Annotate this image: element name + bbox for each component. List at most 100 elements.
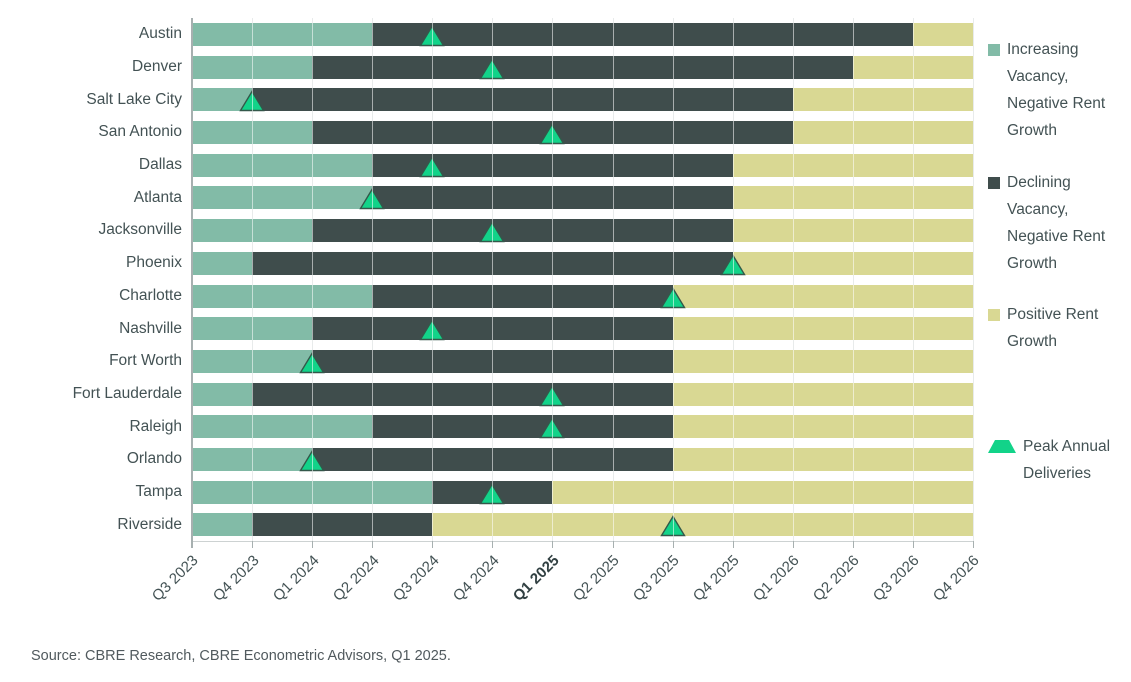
gridline-overlay: [732, 18, 734, 541]
segment-positive-rent-growth: [732, 219, 973, 243]
x-tick-mark: [612, 541, 614, 548]
plot-area: [192, 18, 974, 541]
segment-increasing-vacancy: [192, 153, 373, 177]
x-tick-mark: [492, 541, 494, 548]
timeline-row: [192, 181, 973, 214]
timeline-row: [192, 51, 973, 84]
timeline-row: [192, 508, 973, 541]
gridline-overlay: [912, 18, 914, 541]
row-label: Riverside: [117, 515, 182, 533]
timeline-row: [192, 378, 973, 411]
gridline-overlay: [372, 18, 374, 541]
x-tick-mark: [852, 541, 854, 548]
x-tick-mark: [672, 541, 674, 548]
x-tick-mark: [792, 541, 794, 548]
timeline-row: [192, 149, 973, 182]
segment-increasing-vacancy: [192, 186, 373, 210]
segment-positive-rent-growth: [672, 382, 973, 406]
row-label: Fort Worth: [109, 352, 182, 370]
x-tick-mark: [912, 541, 914, 548]
x-tick-mark: [252, 541, 254, 548]
x-tick-mark: [552, 541, 554, 548]
segment-declining-vacancy: [312, 317, 673, 341]
row-label: Orlando: [126, 450, 182, 468]
x-tick-mark: [192, 541, 193, 548]
legend-item-increasing-vacancy: Increasing Vacancy, Negative Rent Growth: [988, 36, 1119, 144]
segment-increasing-vacancy: [192, 284, 373, 308]
row-label: Jacksonville: [98, 221, 182, 239]
gridline-overlay: [792, 18, 794, 541]
timeline-row: [192, 18, 973, 51]
segment-positive-rent-growth: [672, 284, 973, 308]
gridline-overlay: [432, 18, 434, 541]
timeline-row: [192, 214, 973, 247]
timeline-row: [192, 116, 973, 149]
row-label: Fort Lauderdale: [72, 384, 182, 402]
row-label: Tampa: [135, 482, 182, 500]
x-axis-line: [192, 541, 974, 542]
declining-vacancy-swatch-icon: [988, 177, 1000, 189]
segment-positive-rent-growth: [732, 186, 973, 210]
row-label: San Antonio: [98, 123, 182, 141]
legend-label: Peak Annual Deliveries: [1023, 438, 1111, 482]
timeline-row: [192, 443, 973, 476]
segment-positive-rent-growth: [732, 153, 973, 177]
segment-declining-vacancy: [372, 153, 733, 177]
x-tick-mark: [732, 541, 734, 548]
legend-item-positive-rent-growth: Positive Rent Growth: [988, 301, 1119, 355]
legend-label: Declining Vacancy, Negative Rent Growth: [1007, 174, 1106, 272]
row-label: Phoenix: [125, 254, 182, 272]
row-label: Salt Lake City: [86, 90, 182, 108]
gridline-overlay: [852, 18, 854, 541]
segment-declining-vacancy: [372, 23, 913, 46]
segment-declining-vacancy: [252, 513, 433, 537]
gridline-overlay: [612, 18, 614, 541]
row-label: Nashville: [119, 319, 182, 337]
row-label: Denver: [132, 58, 182, 76]
timeline-row: [192, 476, 973, 509]
segment-positive-rent-growth: [552, 480, 973, 504]
segment-positive-rent-growth: [672, 349, 973, 373]
segment-positive-rent-growth: [792, 88, 973, 112]
segment-positive-rent-growth: [432, 513, 973, 537]
x-axis-labels: Q3 2023 Q4 2023 Q1 2024 Q2 2024 Q3 2024 Q4 20…: [149, 552, 984, 605]
row-label: Dallas: [138, 156, 182, 174]
segment-declining-vacancy: [252, 88, 793, 112]
segment-positive-rent-growth: [672, 447, 973, 471]
peak-deliveries-triangle-icon: [988, 440, 1016, 453]
segment-positive-rent-growth: [732, 251, 973, 275]
y-axis-line: [191, 18, 193, 548]
segment-declining-vacancy: [252, 251, 733, 275]
gridline-overlay: [312, 18, 314, 541]
gridline-overlay: [252, 18, 254, 541]
segment-increasing-vacancy: [192, 513, 253, 537]
legend-label: Increasing Vacancy, Negative Rent Growth: [1007, 41, 1106, 139]
timeline-row: [192, 83, 973, 116]
positive-rent-growth-swatch-icon: [988, 309, 1000, 321]
segment-declining-vacancy: [372, 284, 673, 308]
segment-increasing-vacancy: [192, 88, 253, 112]
increasing-vacancy-swatch-icon: [988, 44, 1000, 56]
legend-label: Positive Rent Growth: [1007, 306, 1099, 350]
timeline-row: [192, 410, 973, 443]
segment-declining-vacancy: [252, 382, 673, 406]
x-tick-mark: [432, 541, 434, 548]
timeline-row: [192, 312, 973, 345]
row-label: Atlanta: [133, 188, 182, 206]
gridline-overlay: [672, 18, 674, 541]
timeline-row: [192, 345, 973, 378]
segment-declining-vacancy: [312, 55, 853, 79]
legend-item-declining-vacancy: Declining Vacancy, Negative Rent Growth: [988, 169, 1119, 277]
timeline-row: [192, 247, 973, 280]
segment-positive-rent-growth: [912, 23, 973, 46]
segment-increasing-vacancy: [192, 251, 253, 275]
segment-declining-vacancy: [372, 186, 733, 210]
x-tick-mark: [312, 541, 314, 548]
segment-increasing-vacancy: [192, 382, 253, 406]
source-note: Source: CBRE Research, CBRE Econometric …: [31, 648, 451, 664]
segment-positive-rent-growth: [792, 121, 973, 145]
gridline-overlay: [973, 18, 974, 541]
gridline-overlay: [552, 18, 554, 541]
segment-positive-rent-growth: [672, 317, 973, 341]
